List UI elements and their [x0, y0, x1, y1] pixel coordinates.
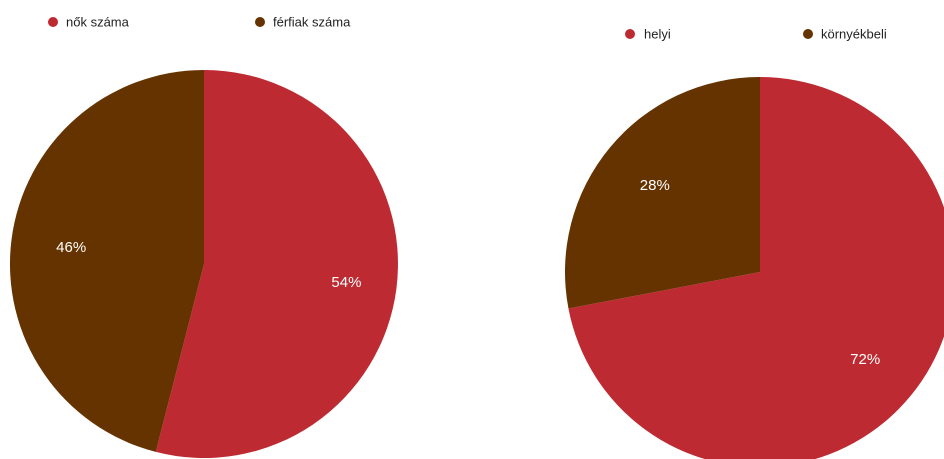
legend-item-women: nők száma [48, 15, 130, 30]
pie-origin: 72% 28% [564, 76, 944, 459]
label-women: 54% [331, 274, 361, 291]
legend-item-men: férfiak száma [255, 15, 351, 30]
slice-women [155, 70, 398, 458]
slice-nearby [564, 76, 760, 309]
legend-gender: nők száma férfiak száma [48, 15, 351, 30]
label-local: 72% [850, 351, 880, 368]
pie-chart-gender: nők száma férfiak száma 54% 46% [9, 15, 398, 458]
legend-origin: helyi környékbeli [625, 27, 887, 42]
slice-local [568, 77, 944, 459]
legend-item-local: helyi [625, 27, 671, 42]
pie-chart-origin: helyi környékbeli 72% 28% [564, 27, 944, 459]
legend-label-nearby: környékbeli [821, 27, 887, 42]
legend-swatch-local [625, 29, 635, 39]
legend-item-nearby: környékbeli [803, 27, 887, 42]
slice-men [9, 70, 204, 452]
legend-swatch-men [255, 17, 265, 27]
legend-swatch-nearby [803, 29, 813, 39]
legend-label-women: nők száma [66, 15, 130, 30]
pie-gender: 54% 46% [9, 70, 398, 458]
legend-label-local: helyi [644, 27, 671, 42]
label-nearby: 28% [640, 177, 670, 194]
legend-swatch-women [48, 17, 58, 27]
label-men: 46% [56, 239, 86, 256]
legend-label-men: férfiak száma [273, 15, 351, 30]
